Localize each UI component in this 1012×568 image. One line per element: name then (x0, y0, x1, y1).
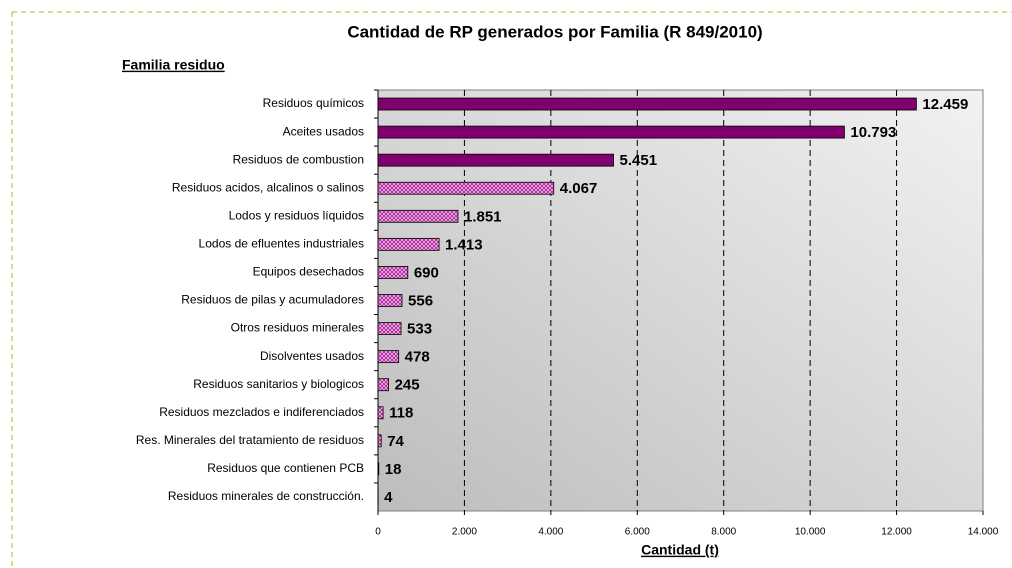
x-tick-label: 8.000 (711, 527, 736, 538)
x-tick-label: 12.000 (881, 527, 912, 538)
bar (377, 153, 614, 167)
data-label: 690 (414, 264, 439, 281)
x-tick-label: 14.000 (968, 527, 999, 538)
bar (377, 97, 917, 111)
data-label: 18 (385, 461, 402, 478)
data-label: 74 (387, 433, 404, 450)
bar (377, 462, 380, 476)
data-label: 5.451 (620, 152, 658, 169)
y-tick-label: Lodos de efluentes industriales (199, 237, 364, 251)
data-label: 4 (384, 489, 393, 506)
data-label: 1.413 (445, 236, 483, 253)
data-label: 478 (405, 349, 430, 366)
data-label: 4.067 (560, 180, 598, 197)
x-tick-label: 6.000 (625, 527, 650, 538)
data-label: 245 (395, 377, 420, 394)
y-tick-label: Lodos y residuos líquidos (229, 208, 364, 222)
chart-title: Cantidad de RP generados por Familia (R … (347, 22, 762, 41)
y-tick-label: Disolventes usados (260, 349, 364, 363)
bar (377, 294, 403, 307)
bar (377, 181, 555, 195)
x-axis-title: Cantidad (t) (641, 542, 719, 558)
data-label: 556 (408, 292, 433, 309)
bar (377, 237, 440, 251)
y-tick-label: Residuos de pilas y acumuladores (181, 293, 364, 307)
bar (377, 125, 845, 139)
bar (377, 406, 384, 420)
y-tick-label: Res. Minerales del tratamiento de residu… (136, 433, 364, 447)
bar (377, 350, 400, 364)
y-tick-label: Equipos desechados (253, 265, 364, 279)
data-label: 1.851 (464, 208, 502, 225)
bar (377, 266, 409, 279)
x-tick-label: 4.000 (538, 527, 563, 538)
data-label: 10.793 (850, 124, 896, 141)
bar (377, 322, 402, 335)
y-tick-label: Residuos que contienen PCB (207, 461, 364, 475)
x-tick-label: 0 (375, 527, 381, 538)
bar (377, 378, 389, 392)
data-label: 12.459 (922, 96, 968, 113)
data-label: 118 (389, 405, 413, 422)
y-tick-label: Residuos acidos, alcalinos o salinos (172, 180, 364, 194)
y-axis-title: Familia residuo (122, 57, 225, 73)
y-tick-label: Otros residuos minerales (231, 321, 364, 335)
y-tick-label: Residuos mezclados e indiferenciados (159, 405, 364, 419)
y-tick-label: Residuos de combustion (233, 152, 364, 166)
plot-area (377, 89, 984, 512)
y-tick-label: Residuos minerales de construcción. (168, 489, 364, 503)
y-tick-label: Aceites usados (283, 124, 364, 138)
y-tick-label: Residuos químicos (263, 96, 364, 110)
x-tick-label: 10.000 (795, 527, 826, 538)
x-tick-label: 2.000 (452, 527, 477, 538)
bar (377, 209, 459, 223)
data-label: 533 (407, 321, 432, 338)
y-tick-label: Residuos sanitarios y biologicos (193, 377, 364, 391)
bar (377, 434, 382, 448)
